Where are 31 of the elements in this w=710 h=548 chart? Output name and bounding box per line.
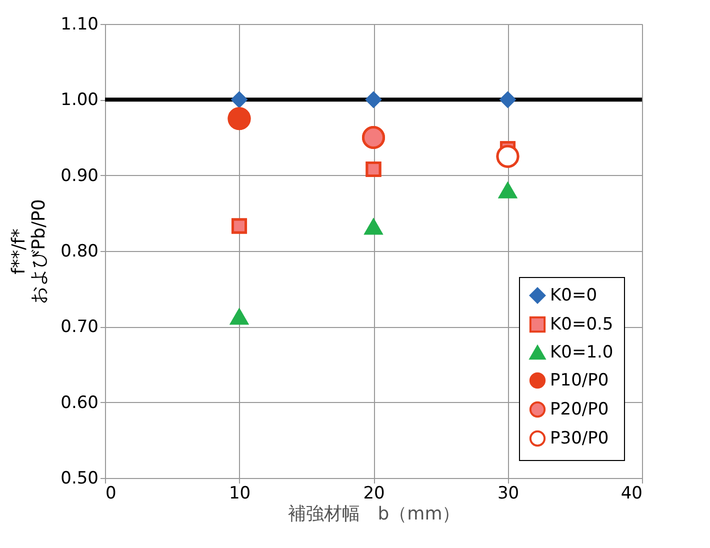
legend-label: P10/P0 [550,370,609,390]
y-axis-title: f**/f* およびPb/P0 [8,199,50,304]
y-tick-label: 1.00 [60,90,98,110]
legend-label: K0=1.0 [550,342,614,362]
point [364,218,382,235]
point [230,309,248,325]
point [498,182,517,198]
y-tick-label: 1.10 [60,14,98,34]
point [228,107,251,130]
legend-label: K0=0 [550,286,598,306]
point [500,92,516,108]
y-tick-label: 0.80 [60,242,98,262]
legend-label: K0=0.5 [550,314,614,334]
point [366,92,382,108]
y-tick-label: 0.60 [60,392,98,413]
point [362,126,385,149]
point [366,162,382,178]
x-axis-title: 補強材幅 b（mm） [288,504,460,524]
point [496,144,520,168]
y-tick-label: 0.70 [60,317,98,338]
legend-label: P30/P0 [550,428,609,448]
y-tick-label: 0.50 [60,468,98,488]
x-tick-label: 10 [228,484,251,504]
point [231,92,248,108]
point [231,218,248,234]
y-tick-label: 0.90 [60,166,98,186]
x-tick-label: 40 [620,484,642,504]
legend-label: P20/P0 [550,400,609,420]
x-tick-label: 0 [106,484,116,504]
x-tick-label: 30 [497,484,520,504]
x-tick-label: 20 [363,484,385,504]
